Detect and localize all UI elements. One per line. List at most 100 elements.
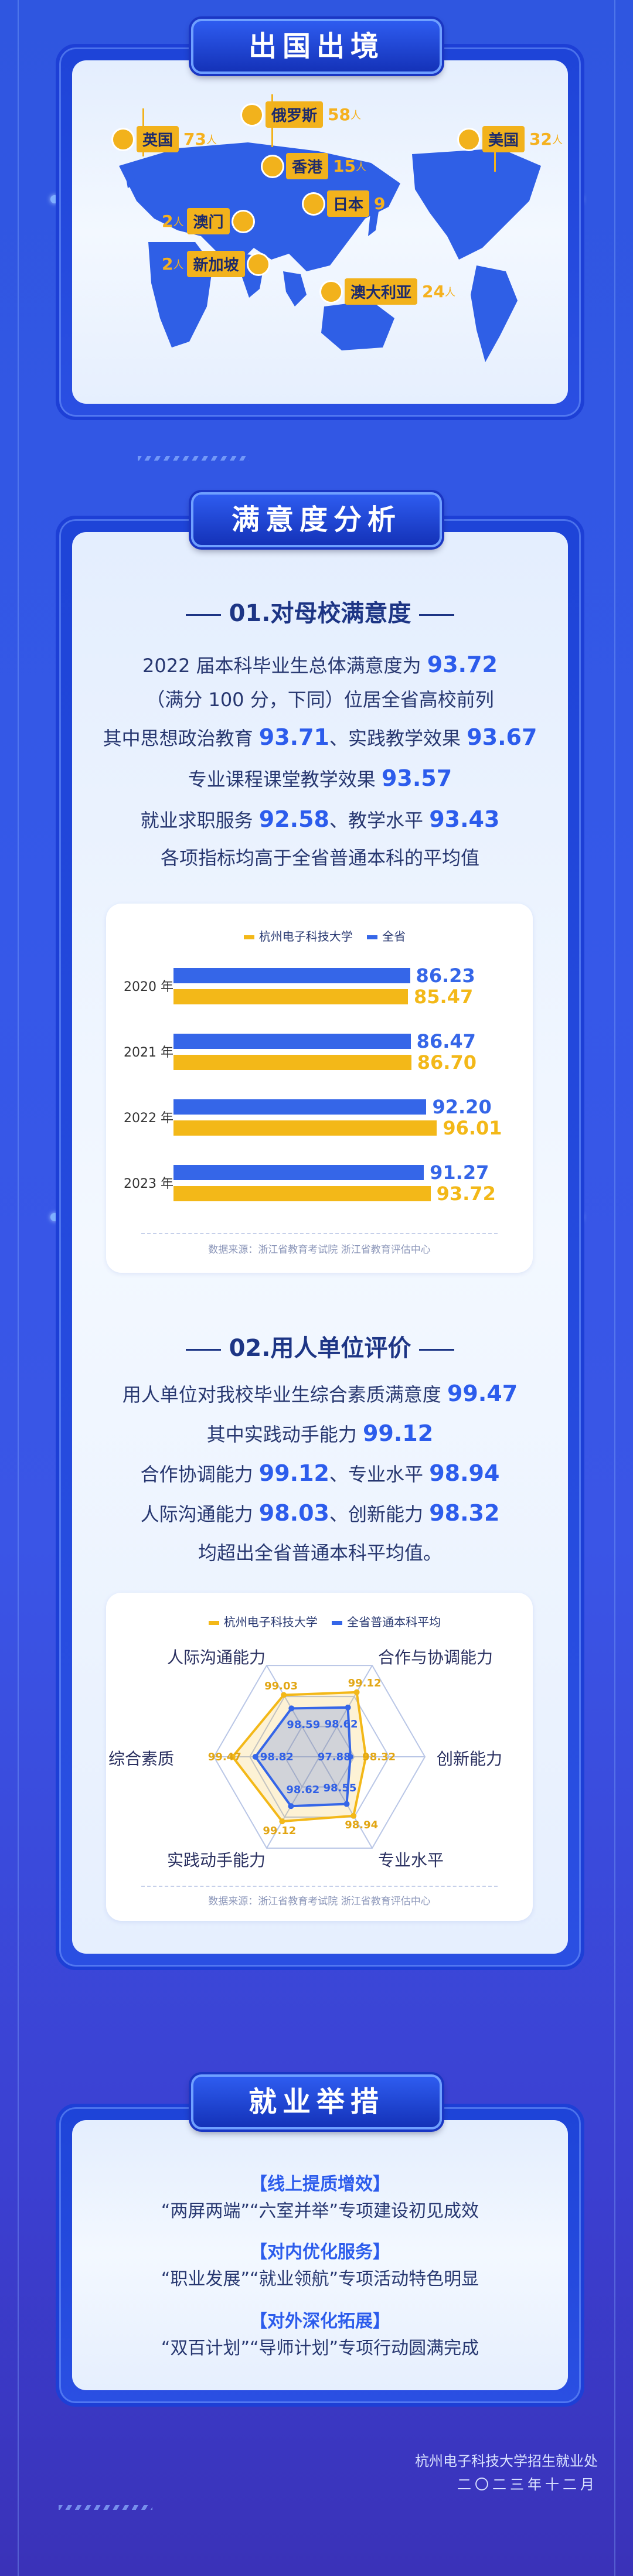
pin-unit: 人 xyxy=(206,134,217,146)
decor-line xyxy=(614,0,615,2576)
pin-label: 美国 xyxy=(482,126,525,152)
measure-head-2: 【对内优化服务】 xyxy=(250,2242,390,2262)
line-text: 就业求职服务 xyxy=(140,809,259,832)
line-text: 各项指标均高于全省普通本科的平均值 xyxy=(160,847,479,869)
radar-axis-label: 合作与协调能力 xyxy=(378,1647,494,1667)
measures-card-inner: 【线上提质增效】 “两屏两端”“六室并举”专项建设初见成效 【对内优化服务】 “… xyxy=(72,2120,568,2390)
line-highlight: 98.32 xyxy=(429,1500,500,1526)
footer-org: 杭州电子科技大学招生就业处 xyxy=(415,2453,598,2469)
line-text: 其中思想政治教育 xyxy=(103,727,259,749)
decor-stripe xyxy=(59,2505,152,2510)
pin-label: 日本 xyxy=(327,190,370,217)
pin-dot xyxy=(113,129,133,149)
map-connector xyxy=(494,137,496,172)
legend-swatch-province xyxy=(367,935,378,939)
chart-divider xyxy=(141,1886,498,1887)
part2-line-4: 人际沟通能力 98.03、创新能力 98.32 xyxy=(72,1495,568,1532)
line-highlight: 93.71 xyxy=(258,724,329,750)
pin-dot xyxy=(304,193,324,214)
satisfaction-card-inner: 01.对母校满意度 2022 届本科毕业生总体满意度为 93.72 （满分 10… xyxy=(72,532,568,1954)
radar-school-point xyxy=(281,1692,287,1698)
pin-unit: 人 xyxy=(173,258,184,271)
line-text: 专业课程课堂教学效果 xyxy=(188,768,382,790)
line-text: 其中实践动手能力 xyxy=(206,1423,363,1446)
pin-unit: 人 xyxy=(173,216,184,229)
pin-count: 24 xyxy=(422,282,445,301)
radar-axis-label: 综合素质 xyxy=(108,1749,175,1769)
radar-axis-label: 人际沟通能力 xyxy=(167,1647,266,1667)
line-highlight: 93.57 xyxy=(381,765,452,791)
pin-dot xyxy=(321,281,341,302)
pin-unit: 人 xyxy=(444,286,455,299)
radar-province-value: 98.62 xyxy=(324,1718,358,1730)
pin-unit: 人 xyxy=(355,161,366,173)
radar-axis xyxy=(319,1665,373,1757)
pin-label: 英国 xyxy=(137,126,179,152)
radar-province-point xyxy=(252,1754,258,1760)
line-text: 人际沟通能力 xyxy=(140,1503,259,1525)
part1-line-2: （满分 100 分，下同）位居全省高校前列 xyxy=(72,682,568,717)
pin-count: 2 xyxy=(162,254,173,274)
measure-text-1: “两屏两端”“六室并举”专项建设初见成效 xyxy=(161,2201,479,2221)
bar-value: 86.47 xyxy=(416,1030,476,1052)
radar-axis-label: 实践动手能力 xyxy=(167,1851,266,1870)
bar-province xyxy=(173,1034,411,1049)
line-text: 、实践教学效果 xyxy=(329,727,467,749)
line-text: 合作协调能力 xyxy=(140,1463,259,1485)
radar-province-point xyxy=(288,1803,294,1810)
part1-heading: 01.对母校满意度 xyxy=(72,594,568,628)
pin-australia: 澳大利亚 24 人 xyxy=(321,278,455,305)
bar-value: 91.27 xyxy=(430,1161,489,1184)
bar-value: 86.23 xyxy=(416,965,475,987)
satisfaction-bar-chart: 杭州电子科技大学 全省 2020 年 86.23 85.47 2021 年 86.47 8… xyxy=(106,904,533,1273)
radar-school-value: 98.32 xyxy=(362,1751,396,1763)
radar-school-value: 99.03 xyxy=(264,1679,298,1692)
pin-count: 15 xyxy=(333,156,356,176)
pin-count: 32 xyxy=(529,130,552,149)
radar-school-point xyxy=(350,1812,357,1819)
radar-province-point xyxy=(288,1705,295,1712)
radar-axis xyxy=(266,1756,320,1849)
pin-count: 73 xyxy=(183,130,206,149)
pin-usa: 美国 32 人 xyxy=(459,126,563,152)
radar-school-point xyxy=(353,1689,360,1695)
line-text: 、教学水平 xyxy=(329,809,430,832)
line-text: 均超出全省普通本科平均值。 xyxy=(198,1542,442,1564)
line-text: （满分 100 分，下同）位居全省高校前列 xyxy=(146,689,494,711)
chart-source: 数据来源：浙江省教育考试院 浙江省教育评估中心 xyxy=(208,1244,431,1256)
bar-province xyxy=(173,1099,427,1115)
pin-label: 香港 xyxy=(286,153,329,179)
pin-label: 新加坡 xyxy=(187,251,245,277)
bar-value: 85.47 xyxy=(413,986,474,1008)
pin-hongkong: 香港 15 人 xyxy=(263,153,366,179)
radar-province-point xyxy=(347,1754,353,1760)
part1-line-5: 就业求职服务 92.58、教学水平 93.43 xyxy=(72,802,568,838)
bar-school xyxy=(173,1186,431,1201)
radar-axis-label: 创新能力 xyxy=(437,1749,503,1769)
satisfaction-card: 01.对母校满意度 2022 届本科毕业生总体满意度为 93.72 （满分 10… xyxy=(56,516,584,1970)
pin-dot xyxy=(248,254,268,274)
part2-line-1: 用人单位对我校毕业生综合素质满意度 99.47 xyxy=(72,1376,568,1412)
bar-school xyxy=(173,1055,411,1070)
part2-line-2: 其中实践动手能力 99.12 xyxy=(72,1416,568,1452)
radar-school-point xyxy=(229,1754,236,1760)
radar-school-point xyxy=(279,1818,285,1825)
part1-line-4: 专业课程课堂教学效果 93.57 xyxy=(72,761,568,797)
chart-legend: 杭州电子科技大学 全省 xyxy=(106,927,533,944)
radar-school-point xyxy=(363,1754,369,1760)
part2-heading: 02.用人单位评价 xyxy=(72,1329,568,1363)
line-highlight: 92.58 xyxy=(258,806,329,832)
radar-province-point xyxy=(343,1801,350,1807)
measure-text-3: “双百计划”“导师计划”专项行动圆满完成 xyxy=(161,2338,479,2359)
bar-value: 86.70 xyxy=(417,1051,477,1074)
legend-province: 全省 xyxy=(382,929,406,943)
radar-school-value: 99.47 xyxy=(207,1751,241,1763)
radar-school-value: 99.12 xyxy=(263,1824,297,1837)
year-label: 2020 年 xyxy=(124,980,173,994)
line-highlight: 98.94 xyxy=(429,1460,500,1486)
bar-province xyxy=(173,1165,424,1180)
line-highlight: 99.12 xyxy=(362,1420,434,1446)
pin-count: 2 xyxy=(162,212,173,231)
part2-line-3: 合作协调能力 99.12、专业水平 98.94 xyxy=(72,1456,568,1492)
